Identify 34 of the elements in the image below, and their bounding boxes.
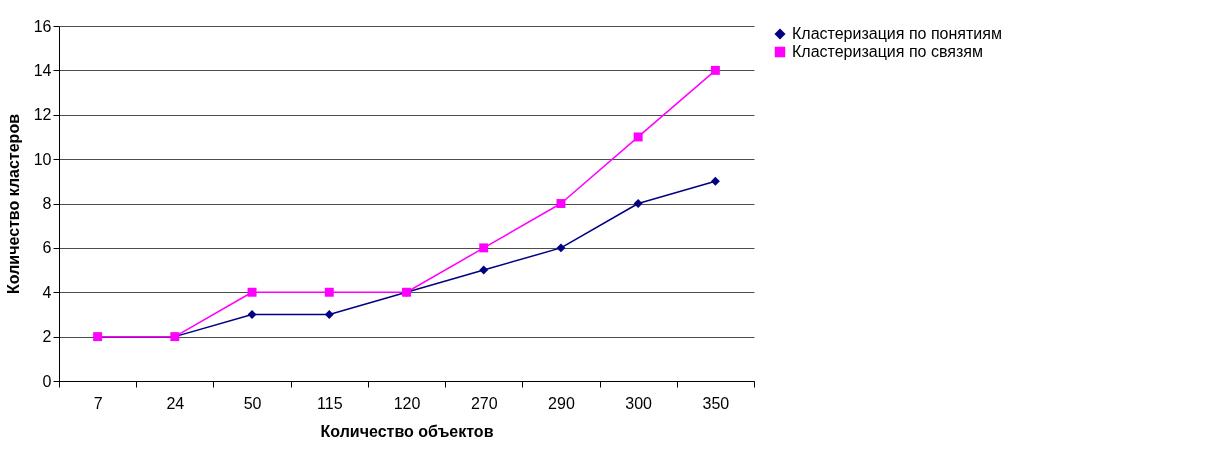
y-tick-label: 12 xyxy=(33,106,52,124)
x-tick-label: 290 xyxy=(548,394,575,412)
point xyxy=(556,199,566,208)
point xyxy=(556,243,566,253)
y-tick-label: 2 xyxy=(42,328,52,346)
x-tick-label: 115 xyxy=(317,394,343,412)
y-tick-label: 6 xyxy=(42,239,52,257)
legend-label: Кластеризация по связям xyxy=(792,43,983,60)
legend-label: Кластеризация по понятиям xyxy=(792,25,1002,42)
point xyxy=(479,243,489,253)
point xyxy=(479,265,489,275)
x-tick-label: 7 xyxy=(93,394,103,412)
y-tick-label: 14 xyxy=(33,61,52,79)
point xyxy=(247,309,257,319)
y-tick-label: 8 xyxy=(42,195,52,212)
y-tick-label: 16 xyxy=(33,17,52,35)
y-tick-label: 4 xyxy=(42,283,52,301)
point xyxy=(710,176,720,186)
point xyxy=(324,287,334,297)
y-tick-label: 10 xyxy=(33,150,52,168)
x-tick-label: 300 xyxy=(625,394,653,412)
x-tick-label: 120 xyxy=(393,394,421,412)
point xyxy=(324,309,334,319)
x-axis-title: Количество объектов xyxy=(320,422,494,440)
y-tick-label: 0 xyxy=(42,372,52,390)
x-tick-label: 350 xyxy=(702,394,730,412)
point xyxy=(633,199,643,208)
point xyxy=(247,287,257,297)
y-axis-title: Количество кластеров xyxy=(4,113,22,294)
x-tick-label: 24 xyxy=(166,394,185,412)
point xyxy=(710,65,720,75)
x-tick-label: 50 xyxy=(243,394,262,412)
x-tick-label: 270 xyxy=(470,394,498,412)
point xyxy=(633,132,643,142)
